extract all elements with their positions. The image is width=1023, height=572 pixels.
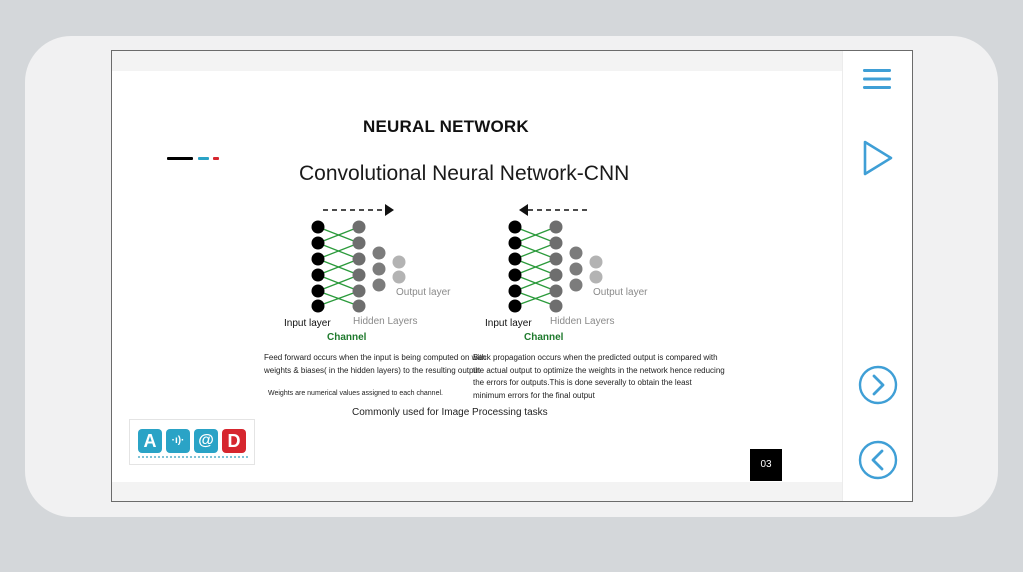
logo-tile-sound: ·ı)· <box>166 429 190 453</box>
hidden-layers-label-left: Hidden Layers <box>353 316 418 327</box>
accent-bar-red <box>213 157 219 160</box>
slide-bottom-strip <box>112 482 842 501</box>
note-line: Back propagation occurs when the predict… <box>473 353 718 362</box>
slide-viewer: NEURAL NETWORK Convolutional Neural Netw… <box>111 50 913 502</box>
play-triangle-icon[interactable] <box>859 138 895 178</box>
arrow-left-icon <box>519 204 590 216</box>
note-line: the errors for outputs.This is done seve… <box>473 378 692 387</box>
hamburger-menu-icon[interactable] <box>861 65 893 93</box>
feed-forward-diagram <box>311 204 406 313</box>
feed-forward-note: Feed forward occurs when the input is be… <box>264 352 486 377</box>
arrow-right-icon <box>323 204 394 216</box>
output-layer-label-right: Output layer <box>593 287 648 298</box>
note-line: Feed forward occurs when the input is be… <box>264 353 486 362</box>
hidden-layer-1-nodes <box>549 220 563 313</box>
hidden-layer-2-nodes <box>372 246 386 292</box>
logo-tile-swirl: @ <box>194 429 218 453</box>
accent-bar-black <box>167 157 193 160</box>
slide-title: NEURAL NETWORK <box>363 117 529 136</box>
slide-top-strip <box>112 51 842 71</box>
chevron-left-circle-icon[interactable] <box>857 439 899 481</box>
chevron-right-circle-icon[interactable] <box>857 364 899 406</box>
channel-connections <box>514 226 557 307</box>
hidden-layers-label-right: Hidden Layers <box>550 316 615 327</box>
cnn-heading: Convolutional Neural Network-CNN <box>299 162 630 185</box>
player-sidebar <box>842 51 912 501</box>
logo-tile-d: D <box>222 429 246 453</box>
brand-logo: A ·ı)· @ D <box>129 419 255 465</box>
output-layer-label-left: Output layer <box>396 287 451 298</box>
page-number: 03 <box>750 449 782 481</box>
note-line: minimum errors for the final output <box>473 390 595 400</box>
input-layer-label-left: Input layer <box>284 318 331 329</box>
note-line: weights & biases( in the hidden layers) … <box>264 365 481 375</box>
accent-bar-blue <box>198 157 209 160</box>
hidden-layer-1-nodes <box>352 220 366 313</box>
channel-connections <box>317 226 360 307</box>
logo-tagline <box>138 456 248 458</box>
logo-tile-a: A <box>138 429 162 453</box>
input-layer-nodes <box>311 220 325 313</box>
slide-caption: Commonly used for Image Processing tasks <box>352 407 548 418</box>
hidden-layer-2-nodes <box>569 246 583 292</box>
channel-label-right: Channel <box>524 332 564 343</box>
input-layer-label-right: Input layer <box>485 318 532 329</box>
back-propagation-note: Back propagation occurs when the predict… <box>473 352 725 402</box>
input-layer-nodes <box>508 220 522 313</box>
output-layer-nodes <box>392 255 406 284</box>
output-layer-nodes <box>589 255 603 284</box>
weights-note: Weights are numerical values assigned to… <box>268 390 443 397</box>
note-line: the actual output to optimize the weight… <box>473 365 725 375</box>
back-propagation-diagram <box>508 204 603 313</box>
channel-label-left: Channel <box>327 332 367 343</box>
